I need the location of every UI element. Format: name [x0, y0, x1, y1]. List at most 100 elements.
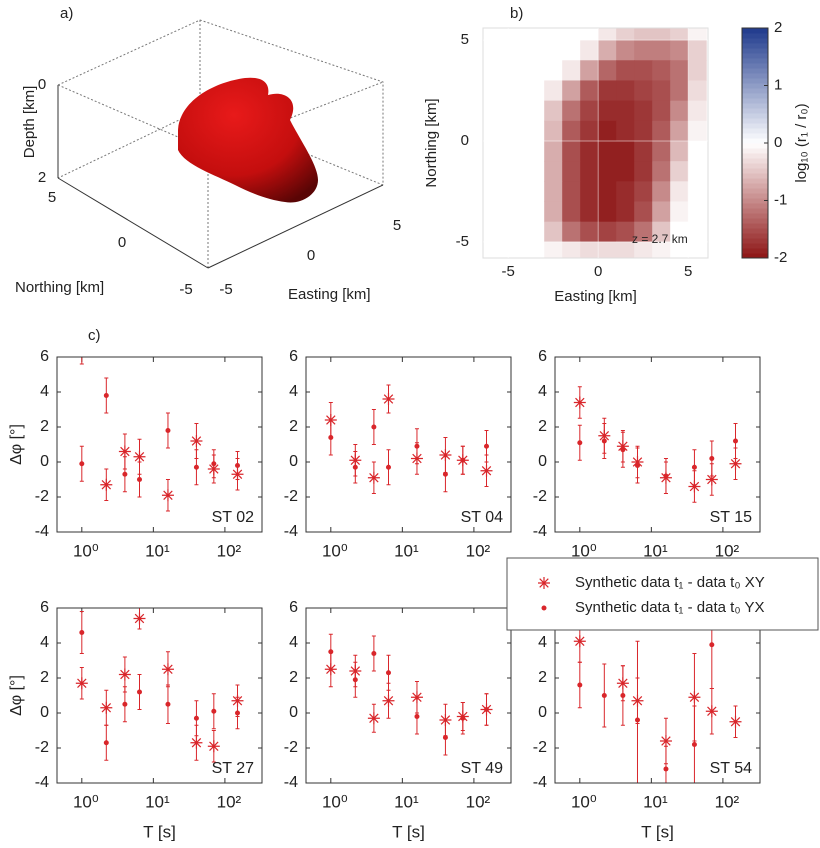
x-tick-label: 10⁰ [322, 541, 348, 560]
x-axis-label: Easting [km] [288, 286, 371, 303]
heat-cell [670, 241, 689, 258]
heat-cell [688, 161, 707, 182]
colorbar-step [742, 163, 768, 169]
heat-cell [580, 140, 599, 162]
colorbar-step [742, 123, 768, 129]
colorbar-step [742, 73, 768, 79]
heat-cell [580, 120, 599, 142]
colorbar-step [742, 128, 768, 134]
x-tick-label: 5 [393, 217, 401, 234]
x-tick-label: 0 [307, 247, 315, 264]
heat-cell [688, 201, 707, 223]
plot-area [555, 608, 760, 783]
y-axis-label: Δφ [°] [8, 424, 25, 465]
colorbar-step [742, 133, 768, 139]
station-label: ST 02 [212, 509, 255, 526]
y-tick-label: 2 [289, 669, 298, 686]
heat-cell [580, 221, 599, 243]
heat-cell [634, 80, 653, 102]
station-label: ST 49 [461, 760, 504, 777]
colorbar-step [742, 63, 768, 69]
heat-cell [616, 80, 635, 102]
heat-cell [544, 120, 563, 142]
y-tick-label: 0 [118, 234, 126, 251]
colorbar-step [742, 108, 768, 114]
colorbar-step [742, 193, 768, 199]
heat-cell [688, 100, 707, 122]
heat-cell [670, 140, 689, 162]
y-tick-label: 6 [538, 348, 547, 365]
x-axis-label: T [s] [641, 822, 674, 841]
heat-cell [688, 60, 707, 81]
heat-cell [544, 100, 563, 122]
colorbar-step [742, 223, 768, 229]
heat-cell [634, 28, 653, 41]
heat-cell [544, 40, 563, 61]
y-tick-label: 2 [40, 669, 49, 686]
y-axis-label: Northing [km] [423, 98, 440, 187]
colorbar-step [742, 213, 768, 219]
heat-cell [562, 201, 581, 223]
plot-frame [554, 356, 761, 533]
heat-cell [544, 80, 563, 102]
y-tick-label: 6 [40, 599, 49, 616]
heat-cell [598, 140, 617, 162]
heat-cell [562, 28, 581, 41]
heat-cell [598, 241, 617, 258]
colorbar-step [742, 198, 768, 204]
y-axis-label: Δφ [°] [8, 675, 25, 716]
heat-cell [580, 241, 599, 258]
heat-cell [634, 60, 653, 81]
colorbar-step [742, 93, 768, 99]
x-tick-label: 10⁰ [73, 541, 99, 560]
y-tick-label: 4 [289, 634, 298, 651]
legend-marker [538, 577, 550, 589]
heat-cell [598, 100, 617, 122]
data-layer [324, 384, 493, 494]
colorbar-label: log₁₀ (r₁ / r₀) [793, 103, 810, 182]
heat-cell [616, 221, 635, 243]
heat-cell [634, 221, 653, 243]
heat-cell [598, 221, 617, 243]
heat-cell [688, 140, 707, 162]
x-tick-label: 10² [217, 541, 242, 560]
heat-cell [634, 201, 653, 223]
heat-cell [544, 181, 563, 203]
colorbar-tick-label: 2 [774, 19, 782, 36]
plot-area [57, 608, 262, 783]
heat-cell [634, 40, 653, 61]
heat-cell [562, 221, 581, 243]
heat-cell [616, 201, 635, 223]
x-axis-label: T [s] [143, 822, 176, 841]
y-tick-label: -4 [284, 523, 298, 540]
heat-cell [580, 100, 599, 122]
colorbar-step [742, 208, 768, 214]
heat-cell [688, 40, 707, 61]
heat-cell [652, 161, 671, 182]
heat-cell [598, 161, 617, 182]
colorbar-step [742, 248, 768, 254]
z-tick-label: 2 [38, 169, 46, 186]
annotation: z = 2.7 km [632, 232, 688, 246]
station-label: ST 27 [212, 760, 255, 777]
colorbar-step [742, 98, 768, 104]
colorbar-tick-label: 0 [774, 134, 782, 151]
y-tick-label: 0 [289, 704, 298, 721]
x-tick-label: -5 [219, 281, 232, 298]
colorbar-step [742, 188, 768, 194]
colorbar-step [742, 48, 768, 54]
heat-cell [544, 201, 563, 223]
x-tick-label: 10¹ [394, 792, 419, 811]
colorbar-tick-label: 1 [774, 76, 782, 93]
y-tick-label: 6 [289, 348, 298, 365]
colorbar-step [742, 228, 768, 234]
heat-cell [634, 241, 653, 258]
heat-cell [670, 201, 689, 223]
heat-cell [544, 140, 563, 162]
colorbar-step [742, 203, 768, 209]
panel-label: c) [88, 327, 101, 344]
heat-cell [544, 221, 563, 243]
colorbar-step [742, 173, 768, 179]
panel-a-box [57, 19, 384, 269]
heat-cell [562, 40, 581, 61]
